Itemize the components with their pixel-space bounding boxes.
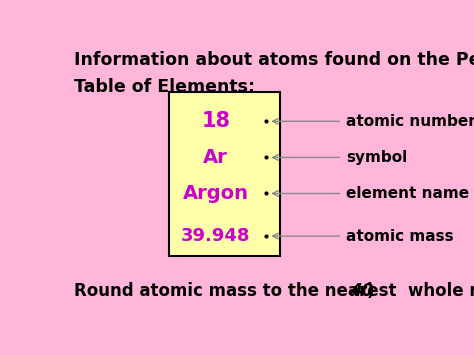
Text: Ar: Ar (203, 148, 228, 167)
Text: atomic number: atomic number (346, 114, 474, 129)
Text: ): ) (367, 282, 374, 300)
Text: Argon: Argon (183, 184, 249, 203)
Text: symbol: symbol (346, 150, 407, 165)
Text: element name: element name (346, 186, 469, 201)
Text: 18: 18 (201, 111, 230, 131)
Text: Information about atoms found on the Periodic: Information about atoms found on the Per… (74, 51, 474, 69)
Text: Table of Elements:: Table of Elements: (74, 78, 255, 96)
Text: 39.948: 39.948 (181, 227, 250, 245)
Bar (169, 92, 280, 256)
Text: atomic mass: atomic mass (346, 229, 454, 244)
Text: Round atomic mass to the nearest  whole number (: Round atomic mass to the nearest whole n… (74, 282, 474, 300)
Text: 40: 40 (350, 282, 374, 300)
